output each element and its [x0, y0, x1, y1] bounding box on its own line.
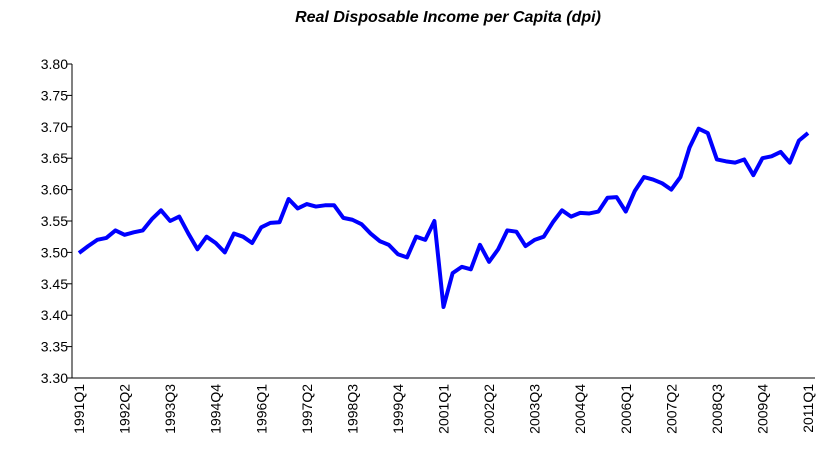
- y-tick-label: 3.65: [41, 150, 68, 166]
- chart-title: Real Disposable Income per Capita (dpi): [295, 9, 601, 26]
- x-tick-label: 2002Q2: [481, 384, 497, 434]
- y-tick-label: 3.70: [41, 119, 68, 135]
- y-tick-label: 3.35: [41, 339, 68, 355]
- x-tick-label: 2006Q1: [618, 384, 634, 434]
- y-tick-label: 3.75: [41, 87, 68, 103]
- x-tick-label: 1992Q2: [117, 384, 133, 434]
- x-tick-label: 2007Q2: [663, 384, 679, 434]
- x-tick-label: 2004Q4: [572, 384, 588, 434]
- x-tick-label: 1999Q4: [390, 384, 406, 434]
- y-tick-label: 3.40: [41, 307, 68, 323]
- x-tick-label: 2008Q3: [709, 384, 725, 434]
- x-tick-label: 2011Q1: [800, 384, 816, 433]
- y-tick-label: 3.45: [41, 276, 68, 292]
- x-tick-label: 1994Q4: [208, 384, 224, 434]
- x-tick-label: 1993Q3: [162, 384, 178, 434]
- y-tick-label: 3.50: [41, 244, 68, 260]
- x-tick-label: 1997Q2: [299, 384, 315, 434]
- x-tick-label: 2009Q4: [754, 384, 770, 434]
- x-tick-label: 1998Q3: [344, 384, 360, 434]
- y-tick-label: 3.60: [41, 182, 68, 198]
- x-tick-label: 1996Q1: [253, 384, 269, 434]
- data-line: [77, 126, 810, 310]
- y-tick-label: 3.55: [41, 213, 68, 229]
- y-tick-label: 3.80: [41, 56, 68, 72]
- y-tick-label: 3.30: [41, 370, 68, 386]
- x-tick-label: 2001Q1: [436, 384, 452, 434]
- x-tick-label: 1991Q1: [71, 384, 87, 434]
- x-tick-label: 2003Q3: [527, 384, 543, 434]
